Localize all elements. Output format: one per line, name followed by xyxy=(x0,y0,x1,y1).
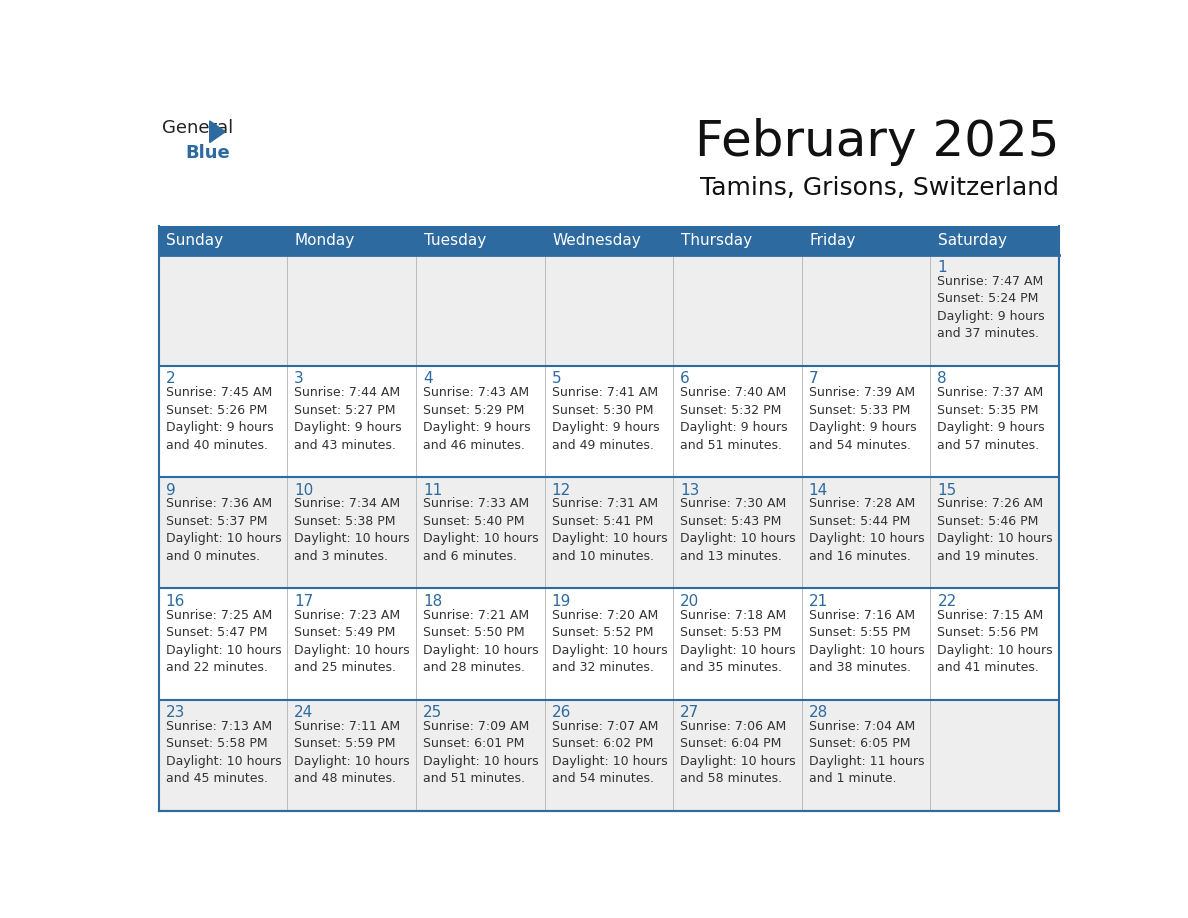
Text: 26: 26 xyxy=(551,705,571,720)
Text: General: General xyxy=(163,119,234,138)
Text: 19: 19 xyxy=(551,594,571,609)
Text: 9: 9 xyxy=(165,483,176,498)
Text: Sunrise: 7:04 AM
Sunset: 6:05 PM
Daylight: 11 hours
and 1 minute.: Sunrise: 7:04 AM Sunset: 6:05 PM Dayligh… xyxy=(809,720,924,785)
Text: Sunrise: 7:30 AM
Sunset: 5:43 PM
Daylight: 10 hours
and 13 minutes.: Sunrise: 7:30 AM Sunset: 5:43 PM Dayligh… xyxy=(681,498,796,563)
Text: Sunrise: 7:44 AM
Sunset: 5:27 PM
Daylight: 9 hours
and 43 minutes.: Sunrise: 7:44 AM Sunset: 5:27 PM Dayligh… xyxy=(295,386,402,452)
Text: Sunrise: 7:06 AM
Sunset: 6:04 PM
Daylight: 10 hours
and 58 minutes.: Sunrise: 7:06 AM Sunset: 6:04 PM Dayligh… xyxy=(681,720,796,785)
Text: Sunrise: 7:20 AM
Sunset: 5:52 PM
Daylight: 10 hours
and 32 minutes.: Sunrise: 7:20 AM Sunset: 5:52 PM Dayligh… xyxy=(551,609,668,674)
Text: 12: 12 xyxy=(551,483,570,498)
Text: Sunrise: 7:47 AM
Sunset: 5:24 PM
Daylight: 9 hours
and 37 minutes.: Sunrise: 7:47 AM Sunset: 5:24 PM Dayligh… xyxy=(937,274,1045,341)
Bar xyxy=(287,226,416,255)
Text: Blue: Blue xyxy=(185,144,230,162)
Text: Sunrise: 7:43 AM
Sunset: 5:29 PM
Daylight: 9 hours
and 46 minutes.: Sunrise: 7:43 AM Sunset: 5:29 PM Dayligh… xyxy=(423,386,531,452)
Text: Tuesday: Tuesday xyxy=(424,233,486,248)
Text: 7: 7 xyxy=(809,372,819,386)
Bar xyxy=(158,477,1060,588)
Text: Sunrise: 7:07 AM
Sunset: 6:02 PM
Daylight: 10 hours
and 54 minutes.: Sunrise: 7:07 AM Sunset: 6:02 PM Dayligh… xyxy=(551,720,668,785)
Bar xyxy=(158,366,1060,477)
Text: Tamins, Grisons, Switzerland: Tamins, Grisons, Switzerland xyxy=(700,175,1060,199)
Bar xyxy=(158,255,1060,366)
Text: 3: 3 xyxy=(295,372,304,386)
Text: Sunrise: 7:45 AM
Sunset: 5:26 PM
Daylight: 9 hours
and 40 minutes.: Sunrise: 7:45 AM Sunset: 5:26 PM Dayligh… xyxy=(165,386,273,452)
Text: Sunday: Sunday xyxy=(166,233,223,248)
Text: Sunrise: 7:31 AM
Sunset: 5:41 PM
Daylight: 10 hours
and 10 minutes.: Sunrise: 7:31 AM Sunset: 5:41 PM Dayligh… xyxy=(551,498,668,563)
Text: Sunrise: 7:16 AM
Sunset: 5:55 PM
Daylight: 10 hours
and 38 minutes.: Sunrise: 7:16 AM Sunset: 5:55 PM Dayligh… xyxy=(809,609,924,674)
Bar xyxy=(416,226,544,255)
Text: Sunrise: 7:33 AM
Sunset: 5:40 PM
Daylight: 10 hours
and 6 minutes.: Sunrise: 7:33 AM Sunset: 5:40 PM Dayligh… xyxy=(423,498,538,563)
Text: 1: 1 xyxy=(937,261,947,275)
Text: 14: 14 xyxy=(809,483,828,498)
Text: Sunrise: 7:18 AM
Sunset: 5:53 PM
Daylight: 10 hours
and 35 minutes.: Sunrise: 7:18 AM Sunset: 5:53 PM Dayligh… xyxy=(681,609,796,674)
Bar xyxy=(930,226,1060,255)
Text: Sunrise: 7:37 AM
Sunset: 5:35 PM
Daylight: 9 hours
and 57 minutes.: Sunrise: 7:37 AM Sunset: 5:35 PM Dayligh… xyxy=(937,386,1045,452)
Text: 10: 10 xyxy=(295,483,314,498)
Text: Sunrise: 7:39 AM
Sunset: 5:33 PM
Daylight: 9 hours
and 54 minutes.: Sunrise: 7:39 AM Sunset: 5:33 PM Dayligh… xyxy=(809,386,916,452)
Text: 15: 15 xyxy=(937,483,956,498)
Text: Sunrise: 7:41 AM
Sunset: 5:30 PM
Daylight: 9 hours
and 49 minutes.: Sunrise: 7:41 AM Sunset: 5:30 PM Dayligh… xyxy=(551,386,659,452)
Text: 18: 18 xyxy=(423,594,442,609)
Text: 13: 13 xyxy=(681,483,700,498)
Bar xyxy=(544,226,674,255)
Text: Sunrise: 7:21 AM
Sunset: 5:50 PM
Daylight: 10 hours
and 28 minutes.: Sunrise: 7:21 AM Sunset: 5:50 PM Dayligh… xyxy=(423,609,538,674)
Text: 11: 11 xyxy=(423,483,442,498)
Text: Sunrise: 7:25 AM
Sunset: 5:47 PM
Daylight: 10 hours
and 22 minutes.: Sunrise: 7:25 AM Sunset: 5:47 PM Dayligh… xyxy=(165,609,282,674)
Bar xyxy=(802,226,930,255)
Bar xyxy=(674,226,802,255)
Text: 28: 28 xyxy=(809,705,828,720)
Text: 8: 8 xyxy=(937,372,947,386)
Text: 17: 17 xyxy=(295,594,314,609)
Text: Sunrise: 7:23 AM
Sunset: 5:49 PM
Daylight: 10 hours
and 25 minutes.: Sunrise: 7:23 AM Sunset: 5:49 PM Dayligh… xyxy=(295,609,410,674)
Text: February 2025: February 2025 xyxy=(695,118,1060,166)
Text: Monday: Monday xyxy=(295,233,355,248)
Text: 27: 27 xyxy=(681,705,700,720)
Bar xyxy=(158,226,287,255)
Text: 22: 22 xyxy=(937,594,956,609)
Text: Sunrise: 7:09 AM
Sunset: 6:01 PM
Daylight: 10 hours
and 51 minutes.: Sunrise: 7:09 AM Sunset: 6:01 PM Dayligh… xyxy=(423,720,538,785)
Text: Sunrise: 7:13 AM
Sunset: 5:58 PM
Daylight: 10 hours
and 45 minutes.: Sunrise: 7:13 AM Sunset: 5:58 PM Dayligh… xyxy=(165,720,282,785)
Bar xyxy=(158,700,1060,811)
Text: Sunrise: 7:15 AM
Sunset: 5:56 PM
Daylight: 10 hours
and 41 minutes.: Sunrise: 7:15 AM Sunset: 5:56 PM Dayligh… xyxy=(937,609,1053,674)
Text: 24: 24 xyxy=(295,705,314,720)
Text: Sunrise: 7:26 AM
Sunset: 5:46 PM
Daylight: 10 hours
and 19 minutes.: Sunrise: 7:26 AM Sunset: 5:46 PM Dayligh… xyxy=(937,498,1053,563)
Text: 4: 4 xyxy=(423,372,432,386)
Bar xyxy=(158,588,1060,700)
Text: 16: 16 xyxy=(165,594,185,609)
Text: Thursday: Thursday xyxy=(681,233,752,248)
Text: Saturday: Saturday xyxy=(939,233,1007,248)
Text: Sunrise: 7:34 AM
Sunset: 5:38 PM
Daylight: 10 hours
and 3 minutes.: Sunrise: 7:34 AM Sunset: 5:38 PM Dayligh… xyxy=(295,498,410,563)
Text: Sunrise: 7:28 AM
Sunset: 5:44 PM
Daylight: 10 hours
and 16 minutes.: Sunrise: 7:28 AM Sunset: 5:44 PM Dayligh… xyxy=(809,498,924,563)
Text: 20: 20 xyxy=(681,594,700,609)
Text: 2: 2 xyxy=(165,372,175,386)
Text: Sunrise: 7:40 AM
Sunset: 5:32 PM
Daylight: 9 hours
and 51 minutes.: Sunrise: 7:40 AM Sunset: 5:32 PM Dayligh… xyxy=(681,386,788,452)
Text: 5: 5 xyxy=(551,372,561,386)
Text: 21: 21 xyxy=(809,594,828,609)
Text: Friday: Friday xyxy=(809,233,855,248)
Text: Sunrise: 7:11 AM
Sunset: 5:59 PM
Daylight: 10 hours
and 48 minutes.: Sunrise: 7:11 AM Sunset: 5:59 PM Dayligh… xyxy=(295,720,410,785)
Text: 25: 25 xyxy=(423,705,442,720)
Text: 6: 6 xyxy=(681,372,690,386)
Text: Wednesday: Wednesday xyxy=(552,233,642,248)
Text: Sunrise: 7:36 AM
Sunset: 5:37 PM
Daylight: 10 hours
and 0 minutes.: Sunrise: 7:36 AM Sunset: 5:37 PM Dayligh… xyxy=(165,498,282,563)
Text: 23: 23 xyxy=(165,705,185,720)
Polygon shape xyxy=(210,121,226,142)
